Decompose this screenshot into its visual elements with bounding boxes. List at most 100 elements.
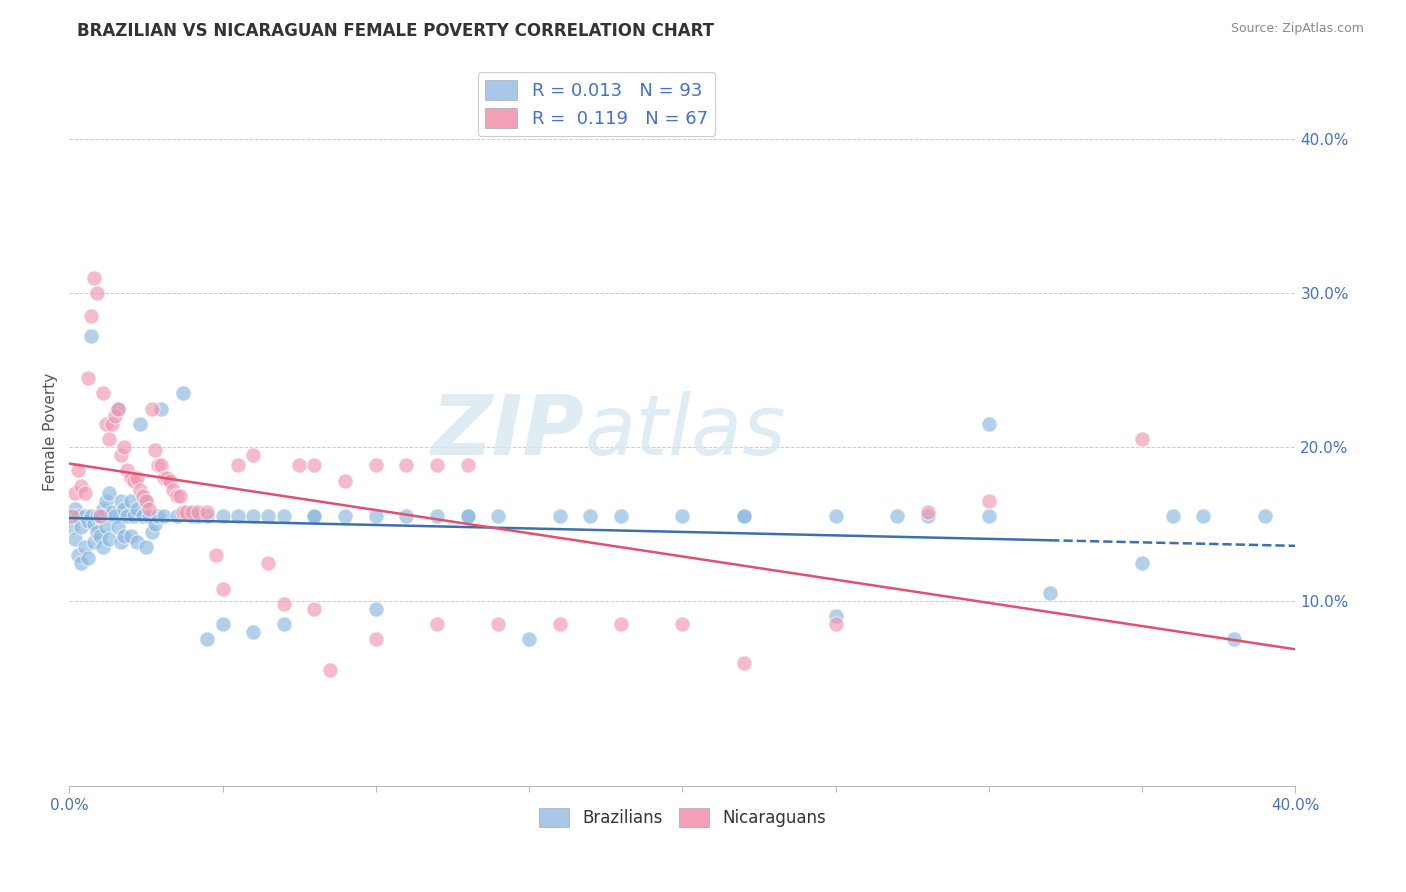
Point [211,582,233,596]
Point [110,494,132,508]
Point [89,509,111,524]
Point [104,409,127,424]
Point [120,494,142,508]
Point [120,471,142,485]
Point [107,401,129,416]
Point [143,516,166,531]
Point [73,486,96,500]
Point [457,509,479,524]
Point [187,509,209,524]
Point [153,471,176,485]
Point [517,632,540,647]
Point [73,509,96,524]
Point [83,535,105,549]
Point [671,617,693,632]
Point [486,509,509,524]
Point [86,509,108,524]
Point [76,550,98,565]
Legend: Brazilians, Nicaraguans: Brazilians, Nicaraguans [531,802,832,834]
Point [159,474,181,488]
Point [977,509,1000,524]
Point [67,509,90,524]
Text: BRAZILIAN VS NICARAGUAN FEMALE POVERTY CORRELATION CHART: BRAZILIAN VS NICARAGUAN FEMALE POVERTY C… [77,22,714,40]
Point [364,458,387,473]
Point [364,601,387,615]
Point [1130,433,1153,447]
Point [112,529,135,543]
Point [1161,509,1184,524]
Point [977,417,1000,431]
Point [80,509,103,524]
Text: ZIP: ZIP [432,391,585,472]
Point [457,458,479,473]
Point [195,505,218,519]
Point [150,458,173,473]
Point [1039,586,1062,600]
Point [426,509,449,524]
Point [98,433,121,447]
Point [89,509,111,524]
Point [733,509,755,524]
Point [426,617,449,632]
Point [117,509,139,524]
Point [65,533,87,547]
Point [824,617,846,632]
Point [60,509,83,524]
Point [122,474,145,488]
Point [426,458,449,473]
Point [146,509,169,524]
Point [76,514,98,528]
Point [733,509,755,524]
Point [610,617,633,632]
Point [86,524,108,539]
Point [94,520,117,534]
Point [1254,509,1277,524]
Point [671,509,693,524]
Point [180,509,202,524]
Point [104,509,127,524]
Point [132,509,155,524]
Point [548,617,571,632]
Point [86,286,108,301]
Point [141,524,163,539]
Point [166,509,188,524]
Point [395,458,418,473]
Point [98,486,121,500]
Point [110,448,132,462]
Point [94,494,117,508]
Point [65,501,87,516]
Text: atlas: atlas [585,391,786,472]
Point [273,597,295,611]
Point [150,401,173,416]
Point [1192,509,1215,524]
Point [91,386,114,401]
Point [162,483,184,497]
Point [1223,632,1246,647]
Point [135,540,157,554]
Point [169,489,191,503]
Point [172,505,194,519]
Point [977,494,1000,508]
Point [288,458,311,473]
Point [80,309,103,323]
Point [273,509,295,524]
Text: Source: ZipAtlas.com: Source: ZipAtlas.com [1230,22,1364,36]
Point [91,540,114,554]
Point [395,509,418,524]
Point [364,632,387,647]
Point [226,458,249,473]
Point [73,540,96,554]
Point [242,509,264,524]
Point [886,509,908,524]
Point [138,509,160,524]
Point [180,505,202,519]
Point [166,489,188,503]
Point [128,483,150,497]
Point [83,516,105,531]
Point [83,270,105,285]
Point [364,509,387,524]
Point [486,617,509,632]
Point [125,471,148,485]
Point [94,417,117,431]
Point [135,494,157,508]
